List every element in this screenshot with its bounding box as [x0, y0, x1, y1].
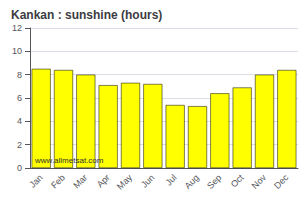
svg-text:Feb: Feb: [49, 172, 67, 190]
svg-text:May: May: [115, 172, 134, 191]
svg-text:www.allmetsat.com: www.allmetsat.com: [34, 156, 104, 165]
svg-text:12: 12: [12, 23, 22, 33]
svg-text:Mar: Mar: [71, 172, 89, 190]
svg-text:Aug: Aug: [183, 172, 201, 190]
svg-text:Sep: Sep: [205, 172, 223, 190]
svg-text:Jul: Jul: [163, 172, 178, 187]
svg-text:Dec: Dec: [272, 172, 291, 191]
svg-text:Jun: Jun: [139, 172, 156, 189]
svg-text:8: 8: [17, 70, 22, 80]
svg-text:Jan: Jan: [27, 172, 44, 189]
svg-text:Apr: Apr: [95, 172, 112, 189]
svg-text:Nov: Nov: [250, 172, 269, 191]
svg-text:4: 4: [17, 116, 22, 126]
svg-text:Kankan : sunshine (hours): Kankan : sunshine (hours): [11, 8, 162, 22]
svg-text:6: 6: [17, 93, 22, 103]
svg-text:2: 2: [17, 140, 22, 150]
svg-text:0: 0: [17, 163, 22, 173]
svg-text:10: 10: [12, 46, 22, 56]
svg-text:Oct: Oct: [229, 172, 246, 189]
